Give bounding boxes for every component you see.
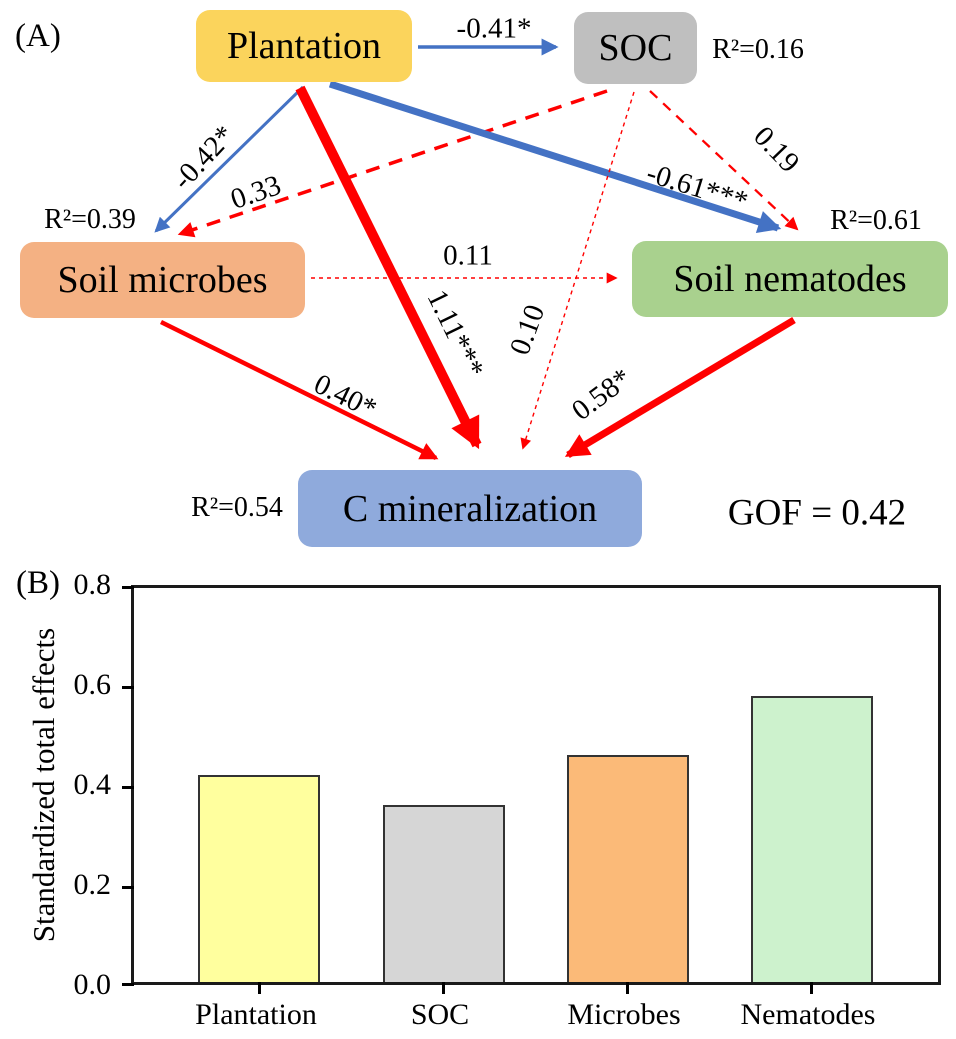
y-tick-mark-0.4 xyxy=(122,786,134,789)
coef-plantation-soc: -0.41* xyxy=(456,12,532,45)
bar-plantation xyxy=(198,775,320,982)
goodness-of-fit-label: GOF = 0.42 xyxy=(727,492,907,534)
x-tick-mark-microbes xyxy=(626,982,629,994)
panel-a-sem-diagram: (A) Plantation SOC Soil microbes Soil ne… xyxy=(15,10,948,547)
node-plantation-label: Plantation xyxy=(226,25,382,67)
panel-b-bar-chart: (B) Standardized total effects 0.8 0.6 0… xyxy=(0,560,956,1039)
r2-soil-microbes: R²=0.39 xyxy=(44,204,136,235)
node-soil-microbes-label: Soil microbes xyxy=(57,259,268,301)
node-c-mineralization-label: C mineralization xyxy=(342,487,598,530)
bar-nematodes xyxy=(751,696,873,982)
path-arrow-plantation-cmineralization xyxy=(295,85,482,450)
x-tick-mark-soc xyxy=(442,982,445,994)
path-arrow-microbes-cmineralization xyxy=(160,319,439,461)
node-soil-nematodes: Soil nematodes xyxy=(632,241,948,317)
r2-c-mineralization: R²=0.54 xyxy=(191,492,283,523)
plot-area xyxy=(122,585,941,994)
node-soc: SOC xyxy=(574,12,697,84)
node-c-mineralization: C mineralization xyxy=(298,470,642,547)
y-tick-label-0.2: 0.2 xyxy=(73,868,112,901)
x-label-plantation: Plantation xyxy=(195,998,317,1031)
x-label-soc: SOC xyxy=(410,998,470,1031)
panel-b-label: (B) xyxy=(16,565,60,601)
path-arrow-soc-microbes xyxy=(177,89,608,238)
x-label-microbes: Microbes xyxy=(567,998,681,1031)
bar-soc xyxy=(383,804,505,982)
node-soc-label: SOC xyxy=(598,27,673,69)
x-tick-mark-plantation xyxy=(258,982,261,994)
y-tick-label-0.8: 0.8 xyxy=(73,568,112,601)
panel-a-label: (A) xyxy=(15,18,61,54)
y-axis-title-wrap: Standardized total effects xyxy=(14,585,74,985)
sem-arrows-layer xyxy=(154,38,799,461)
bar-microbes xyxy=(567,755,689,982)
y-tick-mark-0.0 xyxy=(122,983,134,986)
r2-soc: R²=0.16 xyxy=(712,34,804,65)
y-tick-label-0.0: 0.0 xyxy=(73,968,112,1001)
node-soil-microbes: Soil microbes xyxy=(20,242,305,318)
coef-microbes-nematodes: 0.11 xyxy=(443,239,493,272)
path-arrow-plantation-nematodes xyxy=(328,80,782,233)
y-tick-mark-0.6 xyxy=(122,686,134,689)
node-plantation: Plantation xyxy=(196,10,412,82)
x-label-nematodes: Nematodes xyxy=(740,998,876,1031)
y-tick-label-0.6: 0.6 xyxy=(73,668,112,701)
y-tick-label-0.4: 0.4 xyxy=(73,768,112,801)
path-arrow-soc-cmineralization xyxy=(520,91,635,450)
x-tick-mark-nematodes xyxy=(810,982,813,994)
path-arrow-nematodes-cmineralization xyxy=(564,316,796,459)
path-arrow-soc-nematodes xyxy=(649,90,799,231)
y-tick-mark-0.8 xyxy=(122,586,134,589)
r2-soil-nematodes: R²=0.61 xyxy=(830,205,922,236)
path-arrow-plantation-microbes xyxy=(154,85,305,233)
y-axis-title: Standardized total effects xyxy=(26,627,61,943)
node-soil-nematodes-label: Soil nematodes xyxy=(673,258,907,300)
y-tick-mark-0.2 xyxy=(122,886,134,889)
